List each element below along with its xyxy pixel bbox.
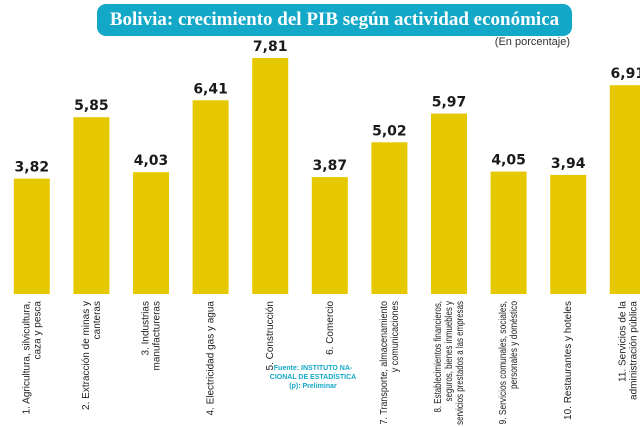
category-label-6: 6. Comercio <box>325 301 336 355</box>
bar-value-label-1: 3,82 <box>15 160 50 176</box>
bar-8 <box>431 113 467 294</box>
bar-value-label-9: 4,05 <box>491 153 526 169</box>
bar-5 <box>252 58 289 294</box>
bar-6 <box>311 177 348 294</box>
bar-7 <box>371 142 408 294</box>
bar-1 <box>13 178 50 294</box>
category-label-3: 3. Industriasmanufactureras <box>141 301 163 370</box>
bar-value-label-3: 4,03 <box>134 153 169 169</box>
bar-9 <box>490 171 527 294</box>
category-label-9: 9. Servicios comunales, sociales,persona… <box>497 301 519 424</box>
category-label-11: 11. Servicios de laadministración públic… <box>617 301 639 400</box>
category-label-5: 5. Construcción <box>265 301 276 370</box>
category-label-7: 7. Transporte, almacenamientoy comunicac… <box>378 301 401 425</box>
bar-3 <box>133 172 169 294</box>
source-line-3: (p): Preliminar <box>289 383 337 390</box>
category-label-8: 8. Establecimientos financieros,seguros,… <box>432 301 465 425</box>
category-label-4: 4. Electricidad gas y agua <box>206 301 217 416</box>
bar-value-label-5: 7,81 <box>253 39 288 55</box>
bar-10 <box>550 174 587 294</box>
bar-value-label-7: 5,02 <box>372 123 407 139</box>
source-line-1: Fuente: INSTITUTO NA- <box>273 365 353 372</box>
bar-value-label-10: 3,94 <box>551 156 586 172</box>
chart-subtitle: (En porcentaje) <box>494 36 570 48</box>
bar-11 <box>609 85 640 294</box>
source-line-2: CIONAL DE ESTADÍSTICA <box>269 374 357 381</box>
bar-value-label-6: 3,87 <box>313 158 348 174</box>
source-note: Fuente: INSTITUTO NA- CIONAL DE ESTADÍST… <box>258 364 368 391</box>
chart-title: Bolivia: crecimiento del PIB según activ… <box>109 9 560 30</box>
category-label-2: 2. Extracción de minas ycanteras <box>81 301 103 410</box>
category-label-10: 10. Restaurantes y hoteles <box>563 301 574 420</box>
bar-value-label-4: 6,41 <box>193 81 228 97</box>
title-banner: Bolivia: crecimiento del PIB según activ… <box>97 4 572 36</box>
category-label-1: 1. Agricultura, silvicultura,caza y pesc… <box>21 301 43 415</box>
bar-4 <box>192 100 229 294</box>
bar-value-label-11: 6,91 <box>611 66 640 82</box>
bar-value-label-2: 5,85 <box>74 98 109 114</box>
bar-value-label-8: 5,97 <box>432 95 467 111</box>
bar-2 <box>73 117 110 294</box>
